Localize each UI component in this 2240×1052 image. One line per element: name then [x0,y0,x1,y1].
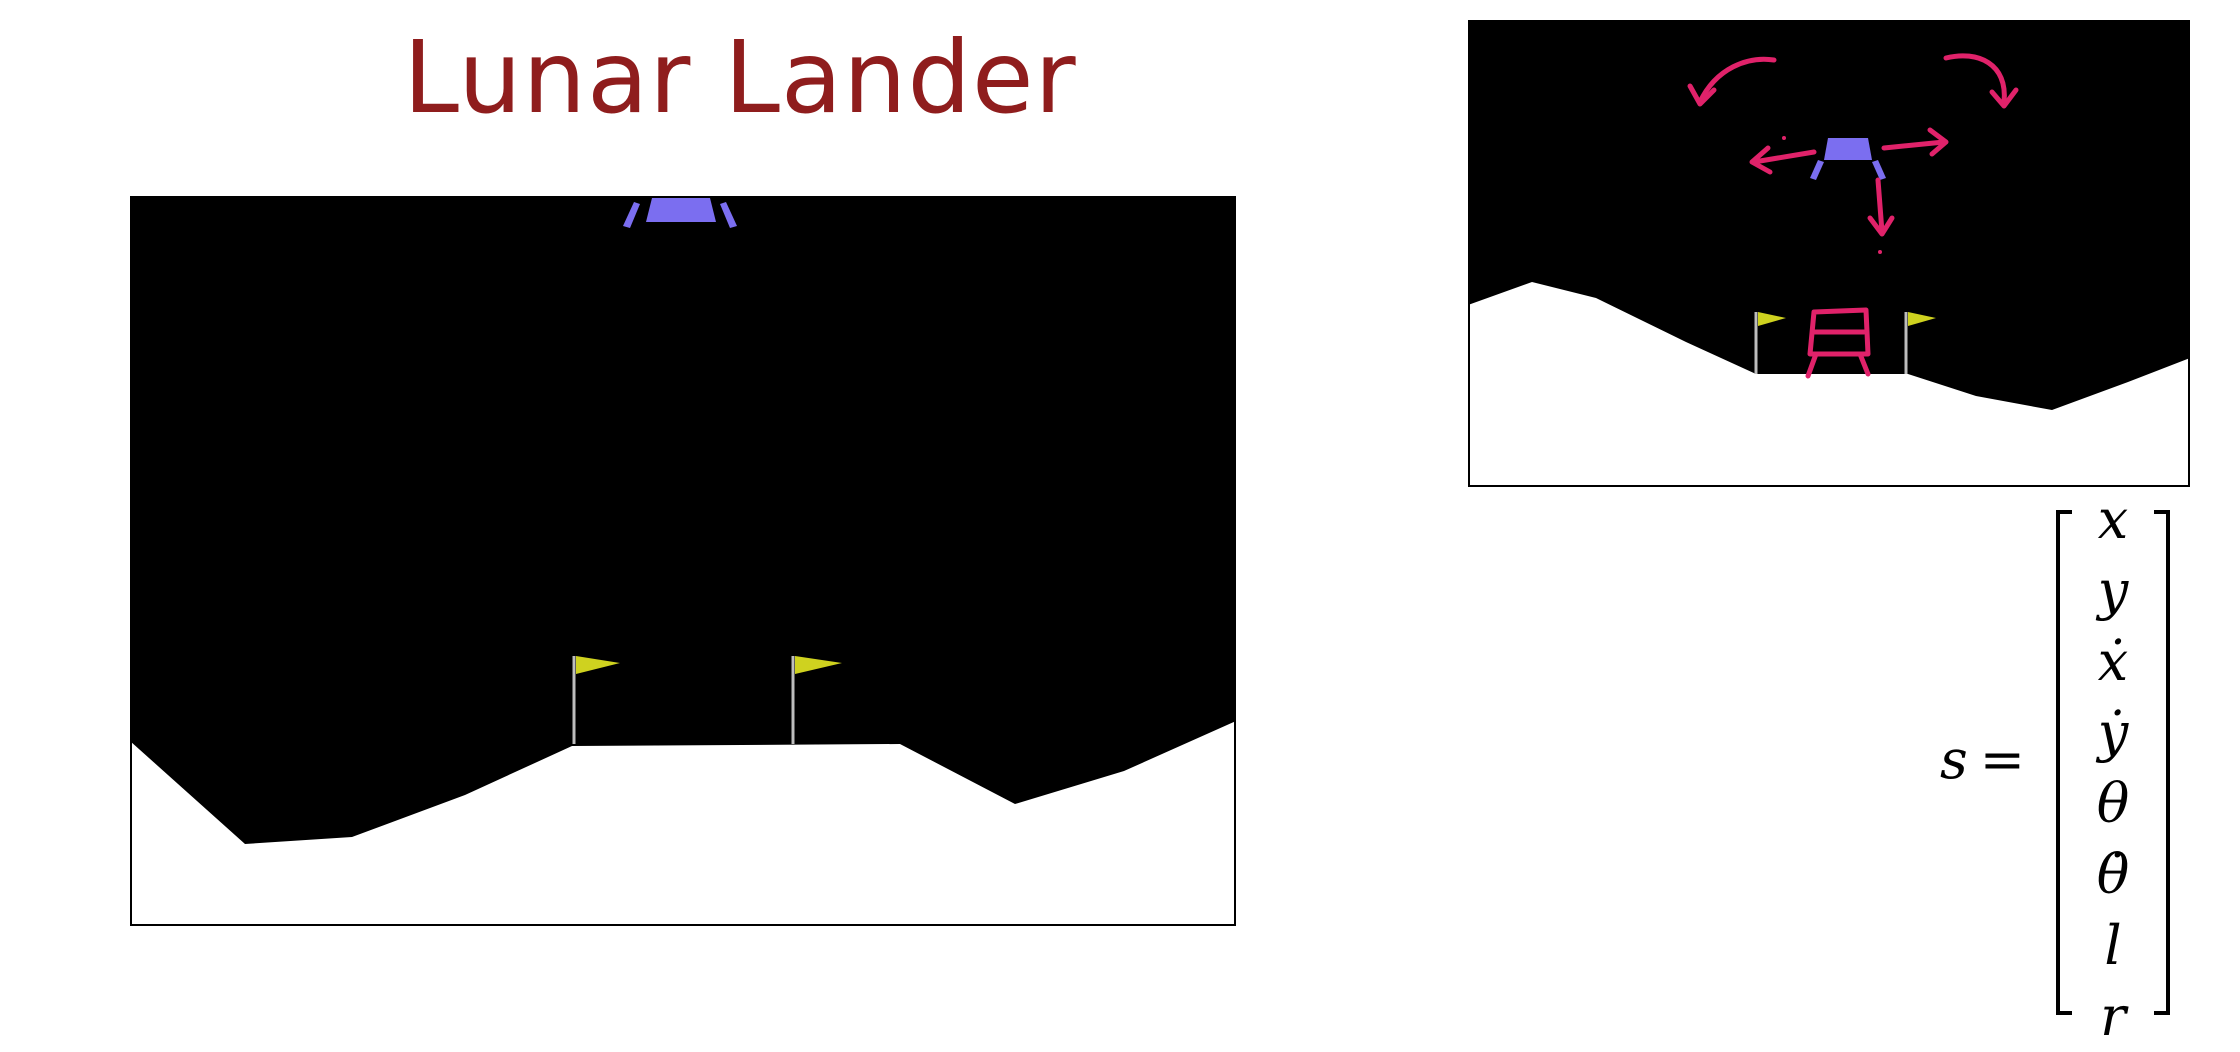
scene-border [130,196,1236,926]
lander [1810,138,1886,180]
entry-theta: θ [2096,772,2130,835]
annotation-arrows [1687,53,2019,237]
rotate-right-arrow-icon [1943,53,2007,105]
entry-y-dot: ẏ [2097,701,2129,764]
scene-border [1468,20,2190,487]
entry-theta-dot: θ̇ [2096,843,2130,906]
left-bracket [2056,510,2072,1015]
state-matrix: x y ẋ ẏ θ θ̇ l r [2056,488,2170,1048]
equals-sign: = [1979,728,2025,791]
landing-flag-right [791,656,842,744]
lunar-terrain [1468,282,2190,487]
entry-l: l [2104,914,2122,977]
state-symbol: s [1940,728,1968,791]
entry-x-dot: ẋ [2097,630,2129,693]
entry-r: r [2100,985,2126,1048]
thrust-right-arrow-icon [1881,139,1947,151]
lander [623,198,737,228]
lunar-terrain [130,721,1236,926]
landing-flag-left [1754,312,1786,374]
thrust-down-arrow-icon [1875,177,1885,235]
landing-flag-right [1904,312,1936,374]
lunar-lander-annotated-scene [1468,20,2190,487]
lunar-lander-main-scene [130,196,1236,926]
right-bracket [2154,510,2170,1015]
state-vector: s = x y ẋ ẏ θ θ̇ l r [1940,480,2190,1048]
thrust-left-arrow-icon [1751,149,1817,165]
matrix-entries: x y ẋ ẏ θ θ̇ l r [2074,484,2152,1052]
entry-y: y [2097,559,2129,622]
page-title: Lunar Lander [403,19,1077,136]
rotate-left-arrow-icon [1697,56,1777,105]
entry-x: x [2097,488,2129,551]
landing-flag-left [572,656,620,744]
state-label: s = [1940,730,2025,790]
lander-sketch [1805,307,1871,379]
